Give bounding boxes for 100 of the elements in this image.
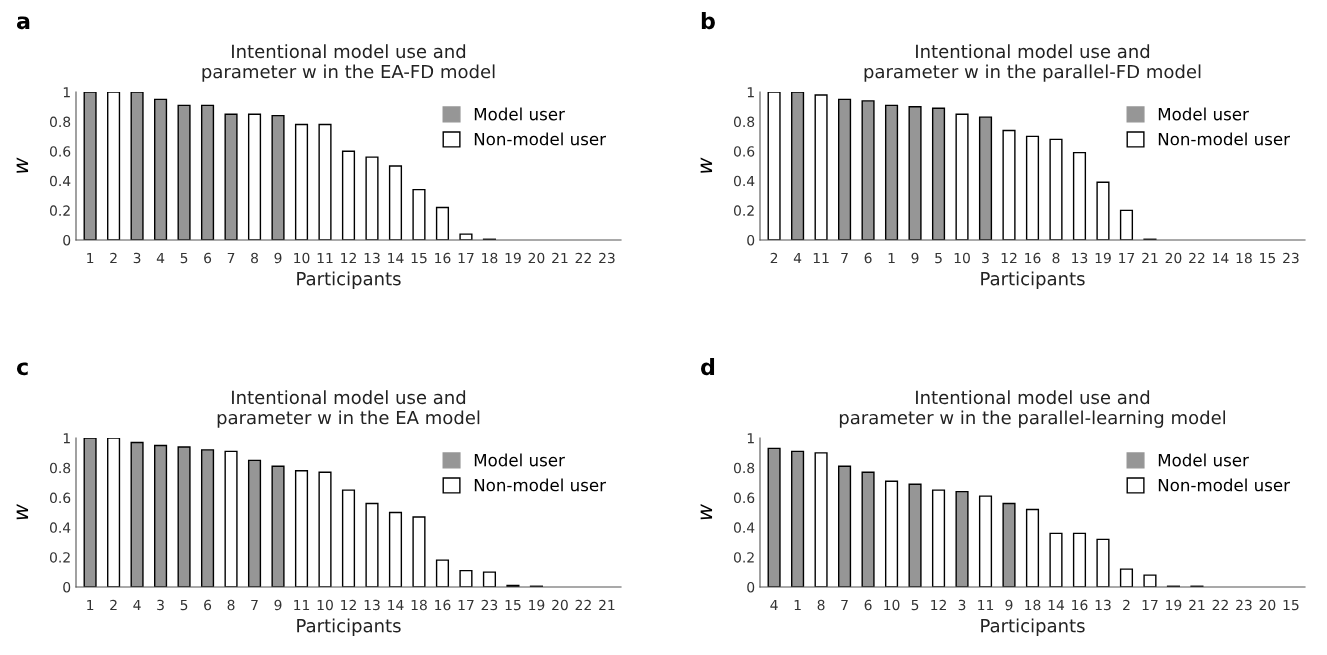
x-tick-label: 2 bbox=[110, 599, 117, 611]
legend-label: Non-model user bbox=[1158, 132, 1290, 146]
x-tick-label: 21 bbox=[1142, 252, 1158, 264]
legend-label: Model user bbox=[474, 107, 565, 121]
x-tick-label: 16 bbox=[1025, 252, 1041, 264]
x-tick-label: 9 bbox=[274, 599, 282, 611]
chart-title: Intentional model use and parameter w in the EA model bbox=[217, 390, 480, 428]
text: a bbox=[16, 16, 30, 30]
x-tick-label: 19 bbox=[529, 599, 545, 611]
x-tick-label: 18 bbox=[411, 599, 427, 611]
x-tick-label: 15 bbox=[411, 252, 427, 264]
legend-label: Non-model user bbox=[474, 478, 606, 492]
text: b bbox=[701, 12, 715, 30]
x-tick-label: 1 bbox=[888, 252, 895, 264]
x-tick-label: 22 bbox=[575, 599, 591, 611]
x-tick-label: 8 bbox=[1052, 252, 1060, 264]
x-tick-label: 15 bbox=[1283, 599, 1299, 611]
x-tick-label: 4 bbox=[133, 599, 141, 611]
x-tick-label: 12 bbox=[341, 252, 356, 264]
x-tick-label: 12 bbox=[931, 599, 946, 611]
x-tick-label: 7 bbox=[227, 252, 235, 264]
x-tick-label: 4 bbox=[156, 252, 165, 264]
y-tick-label: 0.4 bbox=[49, 522, 71, 533]
x-tick-label: 17 bbox=[458, 252, 474, 264]
x-tick-label: 23 bbox=[481, 599, 498, 611]
x-tick-label: 23 bbox=[1283, 252, 1299, 264]
y-tick-label: 0 bbox=[63, 581, 71, 593]
x-tick-label: 14 bbox=[388, 252, 404, 264]
x-tick-label: 18 bbox=[482, 252, 498, 264]
y-tick-label: 0.4 bbox=[733, 175, 755, 187]
y-tick-label: 0.6 bbox=[733, 146, 755, 157]
legend-label: Non-model user bbox=[1158, 478, 1290, 492]
x-tick-label: 20 bbox=[528, 252, 545, 264]
legend-label: Model user bbox=[1158, 107, 1249, 121]
x-tick-label: 2 bbox=[1123, 599, 1130, 611]
x-tick-label: 18 bbox=[1236, 252, 1252, 264]
x-tick-label: 15 bbox=[505, 599, 521, 611]
x-tick-label: 21 bbox=[1189, 599, 1205, 611]
x-tick-label: 3 bbox=[157, 599, 164, 611]
x-tick-label: 8 bbox=[251, 252, 258, 264]
x-tick-label: 3 bbox=[133, 252, 141, 264]
x-tick-label: 7 bbox=[841, 252, 848, 264]
x-tick-label: 17 bbox=[458, 599, 474, 611]
x-tick-label: 20 bbox=[1165, 252, 1182, 264]
x-tick-label: 22 bbox=[1212, 599, 1228, 611]
y-tick-label: 1 bbox=[63, 433, 70, 444]
x-tick-label: 3 bbox=[958, 599, 966, 611]
x-tick-label: 22 bbox=[575, 252, 591, 264]
x-tick-label: 1 bbox=[87, 252, 94, 264]
x-tick-label: 21 bbox=[552, 252, 568, 264]
y-tick-label: 0 bbox=[747, 581, 755, 593]
x-tick-label: 5 bbox=[180, 252, 188, 264]
y-axis-title: w bbox=[700, 157, 713, 173]
y-tick-label: 0.4 bbox=[733, 522, 755, 533]
y-tick-label: 0.8 bbox=[733, 116, 755, 128]
x-tick-label: 16 bbox=[435, 599, 451, 611]
x-tick-label: 23 bbox=[599, 252, 615, 264]
x-axis-title: Participants bbox=[297, 618, 401, 636]
legend-label: Model user bbox=[1158, 453, 1249, 467]
x-tick-label: 9 bbox=[1005, 599, 1013, 611]
text: c bbox=[16, 362, 28, 376]
x-tick-label: 2 bbox=[770, 252, 778, 264]
x-tick-label: 19 bbox=[1166, 599, 1182, 611]
x-tick-label: 6 bbox=[204, 599, 212, 611]
y-tick-label: 0.2 bbox=[733, 552, 754, 563]
x-tick-label: 11 bbox=[317, 252, 333, 264]
y-tick-label: 1 bbox=[63, 87, 70, 98]
x-tick-label: 5 bbox=[180, 599, 188, 611]
x-tick-label: 8 bbox=[227, 599, 235, 611]
x-tick-label: 3 bbox=[982, 252, 989, 264]
x-tick-label: 12 bbox=[1001, 252, 1017, 264]
x-tick-label: 4 bbox=[770, 599, 778, 611]
x-tick-label: 1 bbox=[794, 599, 801, 611]
x-tick-label: 11 bbox=[813, 252, 829, 264]
y-tick-label: 0.6 bbox=[49, 146, 71, 157]
x-tick-label: 14 bbox=[1048, 599, 1065, 611]
x-tick-label: 13 bbox=[1095, 599, 1111, 611]
x-tick-label: 13 bbox=[364, 599, 380, 611]
x-axis-title: Participants bbox=[981, 271, 1085, 289]
y-tick-label: 0.8 bbox=[49, 462, 71, 474]
x-tick-label: 17 bbox=[1119, 252, 1135, 264]
y-tick-label: 0.8 bbox=[49, 116, 71, 128]
y-tick-label: 0.4 bbox=[49, 175, 71, 187]
x-tick-label: 8 bbox=[817, 599, 825, 611]
chart-title: Intentional model use and parameter w in the parallel-learning model bbox=[839, 390, 1226, 428]
x-tick-label: 9 bbox=[274, 252, 282, 264]
x-tick-label: 4 bbox=[793, 252, 802, 264]
x-tick-label: 13 bbox=[364, 252, 380, 264]
x-axis-title: Participants bbox=[981, 618, 1085, 636]
y-axis-title: w bbox=[700, 503, 713, 520]
x-tick-label: 7 bbox=[251, 599, 258, 611]
x-tick-label: 10 bbox=[294, 252, 310, 264]
x-tick-label: 7 bbox=[841, 599, 848, 611]
x-tick-label: 11 bbox=[294, 599, 310, 611]
chart-title: Intentional model use and parameter w in the EA-FD model bbox=[202, 44, 495, 82]
x-tick-label: 21 bbox=[599, 599, 615, 611]
x-tick-label: 20 bbox=[552, 599, 568, 611]
legend-label: Non-model user bbox=[474, 132, 606, 146]
x-tick-label: 19 bbox=[1095, 252, 1111, 264]
y-tick-label: 0.6 bbox=[49, 492, 71, 504]
